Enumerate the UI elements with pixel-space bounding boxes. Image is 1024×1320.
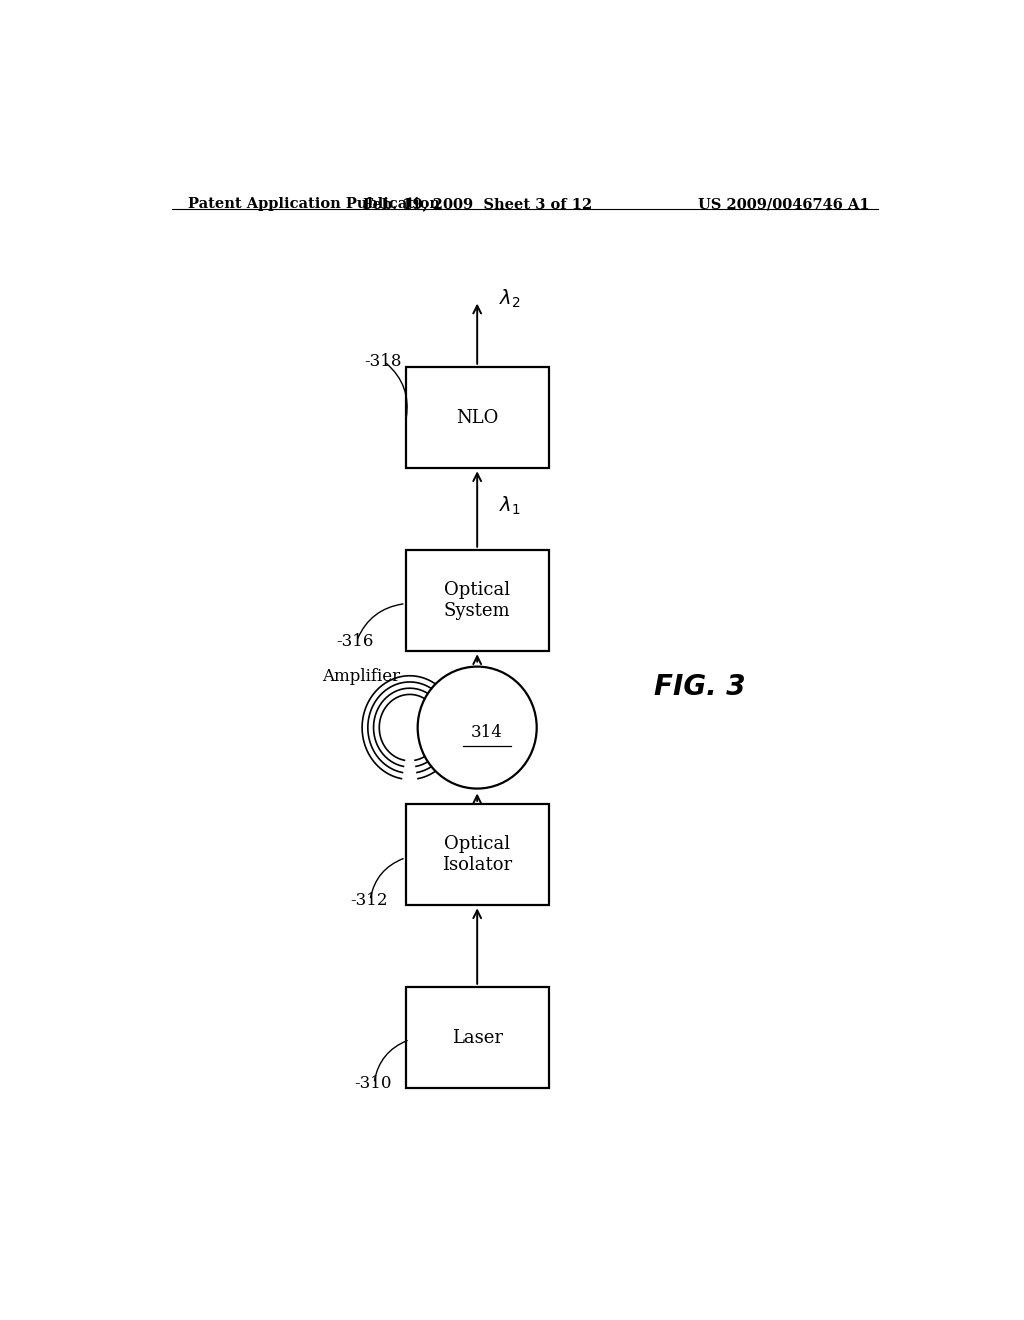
Bar	[406, 804, 549, 906]
Text: -318: -318	[365, 354, 402, 370]
Text: -310: -310	[354, 1074, 391, 1092]
Text: $\lambda_2$: $\lambda_2$	[500, 288, 521, 310]
Text: 314: 314	[471, 725, 503, 741]
Text: Optical
System: Optical System	[443, 581, 511, 620]
Text: US 2009/0046746 A1: US 2009/0046746 A1	[698, 197, 870, 211]
Bar	[406, 549, 549, 651]
Ellipse shape	[418, 667, 537, 788]
Text: Amplifier: Amplifier	[323, 668, 400, 685]
Text: $\lambda_1$: $\lambda_1$	[500, 495, 521, 517]
Text: NLO: NLO	[456, 409, 499, 426]
Text: Optical
Isolator: Optical Isolator	[442, 836, 512, 874]
Text: -316: -316	[337, 632, 374, 649]
Text: -312: -312	[350, 892, 388, 909]
Text: Laser: Laser	[452, 1028, 503, 1047]
Text: Feb. 19, 2009  Sheet 3 of 12: Feb. 19, 2009 Sheet 3 of 12	[362, 197, 592, 211]
Text: FIG. 3: FIG. 3	[653, 673, 745, 701]
Bar	[406, 987, 549, 1089]
Bar	[406, 367, 549, 469]
Text: Patent Application Publication: Patent Application Publication	[187, 197, 439, 211]
